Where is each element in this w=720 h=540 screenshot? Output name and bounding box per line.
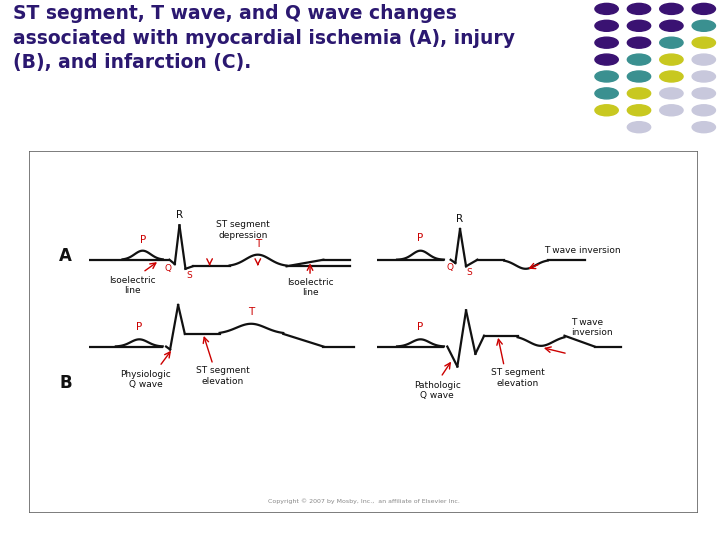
Ellipse shape [595,21,618,31]
Text: Copyright © 2007 by Mosby, Inc.,  an affiliate of Elsevier Inc.: Copyright © 2007 by Mosby, Inc., an affi… [268,498,459,504]
Ellipse shape [627,37,651,48]
Text: S: S [186,271,192,280]
Text: T wave inversion: T wave inversion [544,246,621,255]
Text: B: B [59,374,72,391]
Ellipse shape [627,54,651,65]
Text: P: P [418,322,423,332]
Ellipse shape [627,71,651,82]
Text: ST segment, T wave, and Q wave changes
associated with myocardial ischemia (A), : ST segment, T wave, and Q wave changes a… [13,4,515,72]
Ellipse shape [627,88,651,99]
Text: R: R [176,210,183,220]
Ellipse shape [692,105,716,116]
Text: Q: Q [447,264,454,272]
Text: ST segment
elevation: ST segment elevation [196,367,250,386]
Ellipse shape [692,3,716,15]
Ellipse shape [627,3,651,15]
Ellipse shape [595,71,618,82]
Ellipse shape [627,122,651,133]
Text: Pathologic
Q wave: Pathologic Q wave [414,381,461,400]
Text: ST segment
elevation: ST segment elevation [491,368,544,388]
Ellipse shape [660,37,683,48]
Ellipse shape [692,54,716,65]
Ellipse shape [660,88,683,99]
Text: Isoelectric
line: Isoelectric line [109,276,156,295]
Ellipse shape [660,54,683,65]
Ellipse shape [692,88,716,99]
Ellipse shape [660,21,683,31]
Ellipse shape [692,37,716,48]
Ellipse shape [692,122,716,133]
Ellipse shape [692,71,716,82]
Text: P: P [140,235,145,245]
Text: R: R [456,213,464,224]
Text: Q: Q [164,264,171,273]
Text: P: P [418,233,423,244]
Ellipse shape [595,105,618,116]
Ellipse shape [660,105,683,116]
Text: T: T [248,307,254,316]
Text: T wave
inversion: T wave inversion [571,318,613,337]
Ellipse shape [627,105,651,116]
Ellipse shape [595,37,618,48]
Ellipse shape [595,88,618,99]
Text: ST segment
depression: ST segment depression [216,220,270,240]
Text: S: S [467,268,472,276]
Ellipse shape [627,21,651,31]
Text: A: A [59,247,72,265]
Ellipse shape [660,71,683,82]
Ellipse shape [595,3,618,15]
Text: P: P [136,322,143,332]
Ellipse shape [692,21,716,31]
Ellipse shape [595,54,618,65]
Text: T: T [255,239,261,249]
Ellipse shape [660,3,683,15]
Text: Isoelectric
line: Isoelectric line [287,278,333,297]
Text: Physiologic
Q wave: Physiologic Q wave [121,370,171,389]
